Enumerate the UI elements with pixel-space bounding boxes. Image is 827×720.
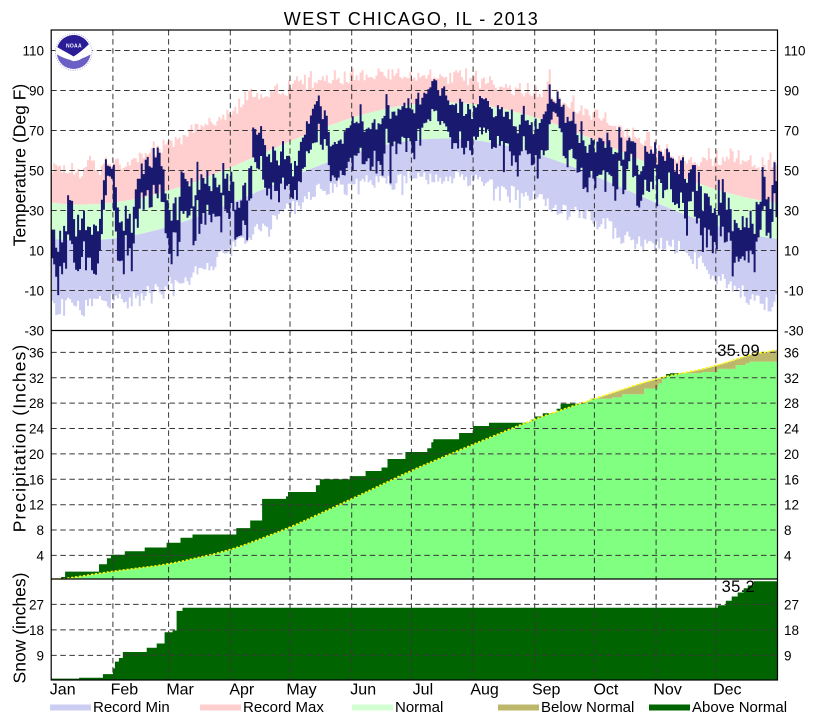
svg-text:8: 8 bbox=[36, 523, 44, 538]
svg-text:110: 110 bbox=[22, 44, 44, 59]
svg-text:50: 50 bbox=[29, 164, 44, 179]
svg-text:WEST CHICAGO, IL - 2013: WEST CHICAGO, IL - 2013 bbox=[284, 9, 540, 29]
svg-text:12: 12 bbox=[784, 498, 799, 513]
svg-text:Above Normal: Above Normal bbox=[692, 699, 787, 716]
svg-text:70: 70 bbox=[784, 124, 799, 139]
svg-text:Record Min: Record Min bbox=[93, 699, 170, 716]
svg-text:24: 24 bbox=[29, 422, 45, 437]
svg-text:-30: -30 bbox=[24, 324, 44, 339]
svg-text:4: 4 bbox=[784, 548, 792, 563]
svg-text:Apr: Apr bbox=[229, 682, 255, 699]
svg-text:4: 4 bbox=[36, 548, 44, 563]
svg-text:35.2: 35.2 bbox=[722, 578, 755, 596]
svg-text:Jan: Jan bbox=[50, 682, 76, 699]
svg-text:32: 32 bbox=[29, 371, 44, 386]
svg-text:Precipitation (Inches): Precipitation (Inches) bbox=[10, 344, 30, 533]
svg-text:24: 24 bbox=[784, 422, 800, 437]
svg-text:9: 9 bbox=[36, 648, 44, 663]
svg-text:18: 18 bbox=[784, 623, 799, 638]
svg-text:50: 50 bbox=[784, 164, 799, 179]
svg-text:NOAA: NOAA bbox=[66, 44, 82, 50]
svg-text:Dec: Dec bbox=[713, 682, 741, 699]
svg-text:10: 10 bbox=[784, 244, 799, 259]
svg-text:Jul: Jul bbox=[413, 682, 433, 699]
svg-text:Temperature (Deg F): Temperature (Deg F) bbox=[10, 84, 30, 246]
svg-text:Snow (inches): Snow (inches) bbox=[10, 573, 30, 684]
svg-text:-30: -30 bbox=[784, 324, 804, 339]
svg-text:Sep: Sep bbox=[532, 682, 561, 699]
svg-text:Normal: Normal bbox=[395, 699, 443, 716]
svg-text:90: 90 bbox=[784, 84, 799, 99]
svg-text:27: 27 bbox=[784, 597, 799, 612]
svg-text:90: 90 bbox=[29, 84, 44, 99]
svg-text:28: 28 bbox=[29, 396, 44, 411]
svg-text:27: 27 bbox=[29, 597, 44, 612]
svg-text:16: 16 bbox=[29, 472, 44, 487]
svg-text:18: 18 bbox=[29, 623, 44, 638]
svg-text:16: 16 bbox=[784, 472, 799, 487]
svg-text:Nov: Nov bbox=[653, 682, 681, 699]
svg-text:Oct: Oct bbox=[593, 682, 618, 699]
svg-text:Record Max: Record Max bbox=[243, 699, 324, 716]
svg-text:Mar: Mar bbox=[166, 682, 194, 699]
svg-text:Below Normal: Below Normal bbox=[541, 699, 634, 716]
svg-text:28: 28 bbox=[784, 396, 799, 411]
svg-text:20: 20 bbox=[784, 447, 799, 462]
svg-text:30: 30 bbox=[784, 204, 799, 219]
svg-text:35.09: 35.09 bbox=[717, 342, 760, 360]
svg-text:36: 36 bbox=[29, 345, 44, 360]
svg-text:9: 9 bbox=[784, 648, 792, 663]
svg-text:10: 10 bbox=[29, 244, 44, 259]
svg-text:30: 30 bbox=[29, 204, 44, 219]
svg-text:110: 110 bbox=[784, 44, 806, 59]
svg-text:-10: -10 bbox=[784, 284, 804, 299]
svg-text:Feb: Feb bbox=[111, 682, 139, 699]
svg-text:20: 20 bbox=[29, 447, 44, 462]
svg-text:70: 70 bbox=[29, 124, 44, 139]
svg-text:Aug: Aug bbox=[470, 682, 498, 699]
svg-text:32: 32 bbox=[784, 371, 799, 386]
svg-text:8: 8 bbox=[784, 523, 792, 538]
svg-text:36: 36 bbox=[784, 345, 799, 360]
svg-text:May: May bbox=[286, 682, 316, 699]
svg-text:-10: -10 bbox=[24, 284, 44, 299]
svg-text:12: 12 bbox=[29, 498, 44, 513]
svg-text:Jun: Jun bbox=[350, 682, 376, 699]
